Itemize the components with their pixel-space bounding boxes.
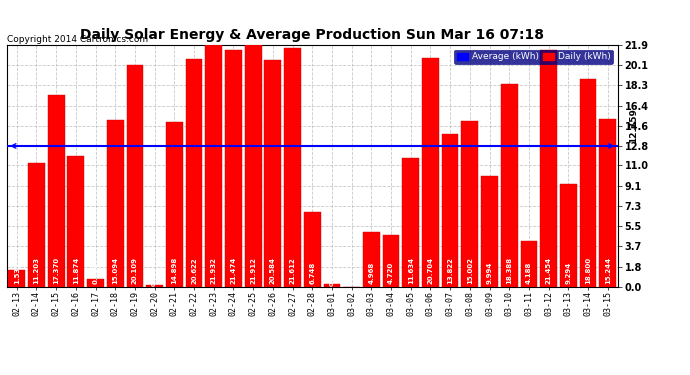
Text: 21.932: 21.932 bbox=[210, 256, 217, 284]
Bar bbox=[245, 45, 262, 287]
Text: 4.188: 4.188 bbox=[526, 261, 532, 284]
Text: 17.370: 17.370 bbox=[53, 256, 59, 284]
Text: 21.454: 21.454 bbox=[546, 256, 551, 284]
Text: 15.002: 15.002 bbox=[467, 256, 473, 284]
Text: 21.912: 21.912 bbox=[250, 256, 256, 284]
Text: 0.732: 0.732 bbox=[92, 261, 99, 284]
Text: 9.994: 9.994 bbox=[486, 261, 493, 284]
Bar bbox=[324, 284, 340, 287]
Bar bbox=[560, 184, 577, 287]
Text: 6.748: 6.748 bbox=[309, 261, 315, 284]
Bar bbox=[481, 177, 498, 287]
Bar bbox=[68, 156, 84, 287]
Bar bbox=[166, 122, 183, 287]
Text: 9.294: 9.294 bbox=[565, 261, 571, 284]
Bar bbox=[264, 60, 282, 287]
Bar bbox=[600, 118, 616, 287]
Text: 11.634: 11.634 bbox=[408, 256, 414, 284]
Text: 11.203: 11.203 bbox=[33, 256, 39, 284]
Bar bbox=[520, 241, 538, 287]
Bar bbox=[363, 232, 380, 287]
Bar bbox=[225, 50, 241, 287]
Text: 0.266: 0.266 bbox=[329, 267, 335, 286]
Bar bbox=[48, 95, 65, 287]
Text: 21.612: 21.612 bbox=[290, 257, 295, 284]
Text: 20.622: 20.622 bbox=[191, 257, 197, 284]
Text: 15.094: 15.094 bbox=[112, 256, 118, 284]
Bar bbox=[402, 158, 419, 287]
Bar bbox=[107, 120, 124, 287]
Text: 15.244: 15.244 bbox=[604, 256, 611, 284]
Bar bbox=[580, 79, 596, 287]
Text: 13.822: 13.822 bbox=[447, 256, 453, 284]
Bar bbox=[126, 65, 144, 287]
Text: 4.720: 4.720 bbox=[388, 261, 394, 284]
Bar bbox=[501, 84, 518, 287]
Bar bbox=[28, 163, 45, 287]
Bar bbox=[304, 212, 321, 287]
Text: Copyright 2014 Cartronics.com: Copyright 2014 Cartronics.com bbox=[7, 35, 148, 44]
Text: 12.759: 12.759 bbox=[629, 108, 638, 142]
Bar bbox=[462, 121, 478, 287]
Bar bbox=[186, 59, 202, 287]
Bar bbox=[146, 285, 163, 287]
Bar bbox=[87, 279, 104, 287]
Text: 11.874: 11.874 bbox=[73, 256, 79, 284]
Text: 20.704: 20.704 bbox=[427, 256, 433, 284]
Bar bbox=[540, 50, 557, 287]
Bar bbox=[383, 235, 400, 287]
Text: 21.474: 21.474 bbox=[230, 256, 237, 284]
Bar bbox=[442, 134, 458, 287]
Text: 18.388: 18.388 bbox=[506, 256, 512, 284]
Text: 14.898: 14.898 bbox=[171, 256, 177, 284]
Bar bbox=[422, 58, 439, 287]
Bar bbox=[284, 48, 301, 287]
Text: 20.109: 20.109 bbox=[132, 256, 138, 284]
Bar bbox=[8, 270, 25, 287]
Text: 0.127: 0.127 bbox=[152, 267, 157, 286]
Text: 18.800: 18.800 bbox=[585, 256, 591, 284]
Text: 4.968: 4.968 bbox=[368, 261, 374, 284]
Bar bbox=[206, 45, 222, 287]
Text: 1.535: 1.535 bbox=[14, 261, 20, 284]
Text: 20.584: 20.584 bbox=[270, 256, 276, 284]
Legend: Average (kWh), Daily (kWh): Average (kWh), Daily (kWh) bbox=[455, 50, 613, 64]
Title: Daily Solar Energy & Average Production Sun Mar 16 07:18: Daily Solar Energy & Average Production … bbox=[80, 28, 544, 42]
